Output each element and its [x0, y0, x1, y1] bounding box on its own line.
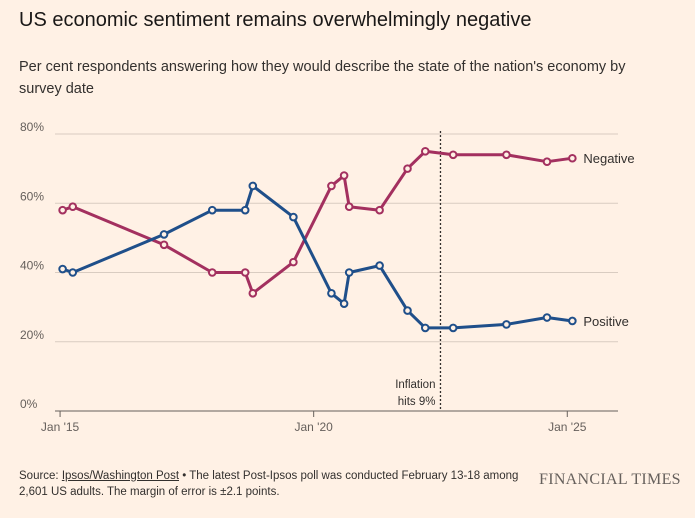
negative-data-point — [339, 171, 349, 180]
negative-data-point — [502, 150, 511, 160]
positive-data-point — [289, 212, 298, 222]
negative-data-point — [344, 202, 354, 212]
negative-data-point — [327, 181, 336, 191]
y-tick-label: 20% — [20, 328, 44, 342]
positive-series-line — [61, 184, 574, 330]
chart-footer: Source: Ipsos/Washington Post • The late… — [19, 468, 529, 500]
annotation-text: Inflation — [395, 379, 435, 391]
negative-data-point — [403, 164, 412, 173]
positive-data-point — [159, 230, 169, 239]
positive-data-point — [448, 323, 458, 333]
negative-data-point — [240, 268, 250, 277]
positive-data-point — [502, 320, 511, 329]
series-layer — [58, 147, 577, 333]
positive-data-point — [339, 299, 349, 308]
positive-data-point — [420, 323, 430, 333]
positive-data-point — [344, 268, 354, 277]
positive-data-point — [68, 268, 78, 277]
positive-data-point — [207, 205, 217, 215]
x-tick-label: Jan '20 — [295, 420, 334, 434]
positive-data-point — [403, 306, 412, 315]
positive-series-label: Positive — [583, 314, 629, 329]
y-tick-label: 0% — [20, 397, 38, 411]
positive-data-point — [375, 261, 384, 270]
negative-data-point — [448, 150, 458, 160]
negative-data-point — [248, 288, 258, 298]
y-tick-label: 60% — [20, 189, 44, 203]
footer-note: • The latest Post-Ipsos poll was conduct… — [19, 470, 519, 498]
y-tick-label: 80% — [20, 120, 44, 134]
y-tick-label: 40% — [20, 259, 44, 273]
ft-logo: FINANCIAL TIMES — [539, 471, 681, 488]
x-tick-label: Jan '25 — [548, 420, 587, 434]
negative-data-point — [68, 202, 78, 212]
chart-subtitle: Per cent respondents answering how they … — [19, 59, 626, 97]
label-layer: 0% 20% 40% 60% 80% Jan '15 Jan '20 Jan '25 Infla… — [20, 120, 635, 434]
positive-data-point — [248, 181, 258, 191]
grid-layer — [55, 133, 618, 417]
negative-data-point — [207, 268, 217, 277]
line-chart: 0% 20% 40% 60% 80% Jan '15 Jan '20 Jan '25 Infla… — [20, 120, 635, 434]
source-link[interactable]: Ipsos/Washington Post — [61, 470, 180, 482]
negative-series-label: Negative — [583, 151, 634, 166]
negative-data-point — [542, 157, 552, 166]
negative-data-point — [289, 257, 298, 267]
negative-data-point — [375, 205, 384, 215]
x-tick-label: Jan '15 — [41, 420, 80, 434]
annotation-text: hits 9% — [398, 396, 436, 408]
chart-title: US economic sentiment remains overwhelmi… — [19, 9, 532, 31]
positive-data-point — [58, 264, 67, 274]
positive-data-point — [568, 316, 577, 326]
positive-data-point — [327, 288, 336, 298]
negative-data-point — [58, 205, 67, 215]
positive-data-point — [240, 205, 250, 215]
positive-data-point — [542, 313, 552, 322]
negative-data-point — [159, 240, 169, 250]
negative-data-point — [568, 153, 577, 163]
negative-data-point — [420, 147, 430, 156]
source-label: Source: — [19, 470, 62, 482]
